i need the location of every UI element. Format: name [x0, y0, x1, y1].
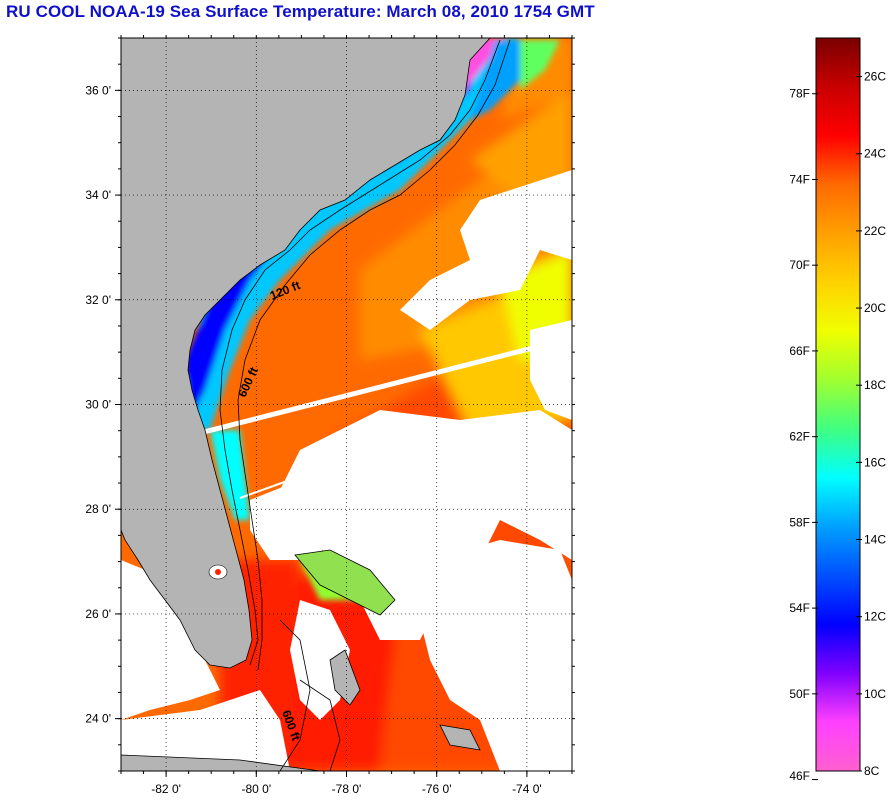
lake-temp-dot: [215, 569, 221, 575]
colorbar-c-label: 18C: [864, 378, 886, 392]
lon-tick-label: -82 0': [151, 782, 181, 796]
colorbar-fahrenheit-labels: 78F 74F 70F 66F 62F 58F 54F 50F 46F: [789, 87, 818, 783]
lat-tick-labels: 36 0' 34 0' 32 0' 30 0' 28 0' 26 0' 24 0': [85, 83, 111, 725]
lon-tick-label: -78 0': [332, 782, 362, 796]
lat-tick-label: 30 0': [85, 398, 111, 412]
colorbar-c-label: 20C: [864, 301, 886, 315]
colorbar-f-label: 50F: [789, 687, 810, 701]
colorbar-f-label: 46F: [789, 769, 810, 783]
colorbar-f-label: 62F: [789, 430, 810, 444]
cuba-land: [121, 754, 321, 771]
swath-gap-line: [199, 335, 572, 436]
lon-tick-labels: -82 0' -80 0' -78 0' -76 0' -74 0': [151, 782, 541, 796]
colorbar-celsius-labels: 26C 24C 22C 20C 18C 16C 14C 12C 10C 8C: [856, 70, 886, 778]
lat-tick-label: 34 0': [85, 188, 111, 202]
lon-tick-label: -80 0': [241, 782, 271, 796]
lat-tick-label: 28 0': [85, 502, 111, 516]
colorbar: [815, 37, 861, 772]
page-title: RU COOL NOAA-19 Sea Surface Temperature:…: [6, 2, 595, 21]
map-plot-area: 120 ft 600 ft 600 ft: [121, 38, 572, 771]
colorbar-f-label: 78F: [789, 87, 810, 101]
colorbar-c-label: 16C: [864, 455, 886, 469]
colorbar-f-label: 70F: [789, 258, 810, 272]
colorbar-f-label: 66F: [789, 344, 810, 358]
colorbar-c-label: 12C: [864, 610, 886, 624]
lat-tick-label: 36 0': [85, 83, 111, 97]
colorbar-c-label: 10C: [864, 687, 886, 701]
colorbar-c-label: 14C: [864, 533, 886, 547]
lon-tick-label: -76 0': [422, 782, 452, 796]
frame-ticks: [115, 35, 575, 777]
lon-tick-label: -74 0': [512, 782, 542, 796]
colorbar-f-label: 58F: [789, 515, 810, 529]
bahamas-islands: [294, 549, 481, 751]
land-mass: [121, 38, 491, 669]
colorbar-c-label: 22C: [864, 224, 886, 238]
colorbar-f-label: 74F: [789, 172, 810, 186]
colorbar-f-label: 54F: [789, 601, 810, 615]
colorbar-c-label: 26C: [864, 70, 886, 84]
lat-tick-label: 26 0': [85, 607, 111, 621]
colorbar-c-label: 24C: [864, 147, 886, 161]
colorbar-c-label: 8C: [864, 764, 880, 778]
lat-tick-label: 24 0': [85, 712, 111, 726]
lat-tick-label: 32 0': [85, 293, 111, 307]
